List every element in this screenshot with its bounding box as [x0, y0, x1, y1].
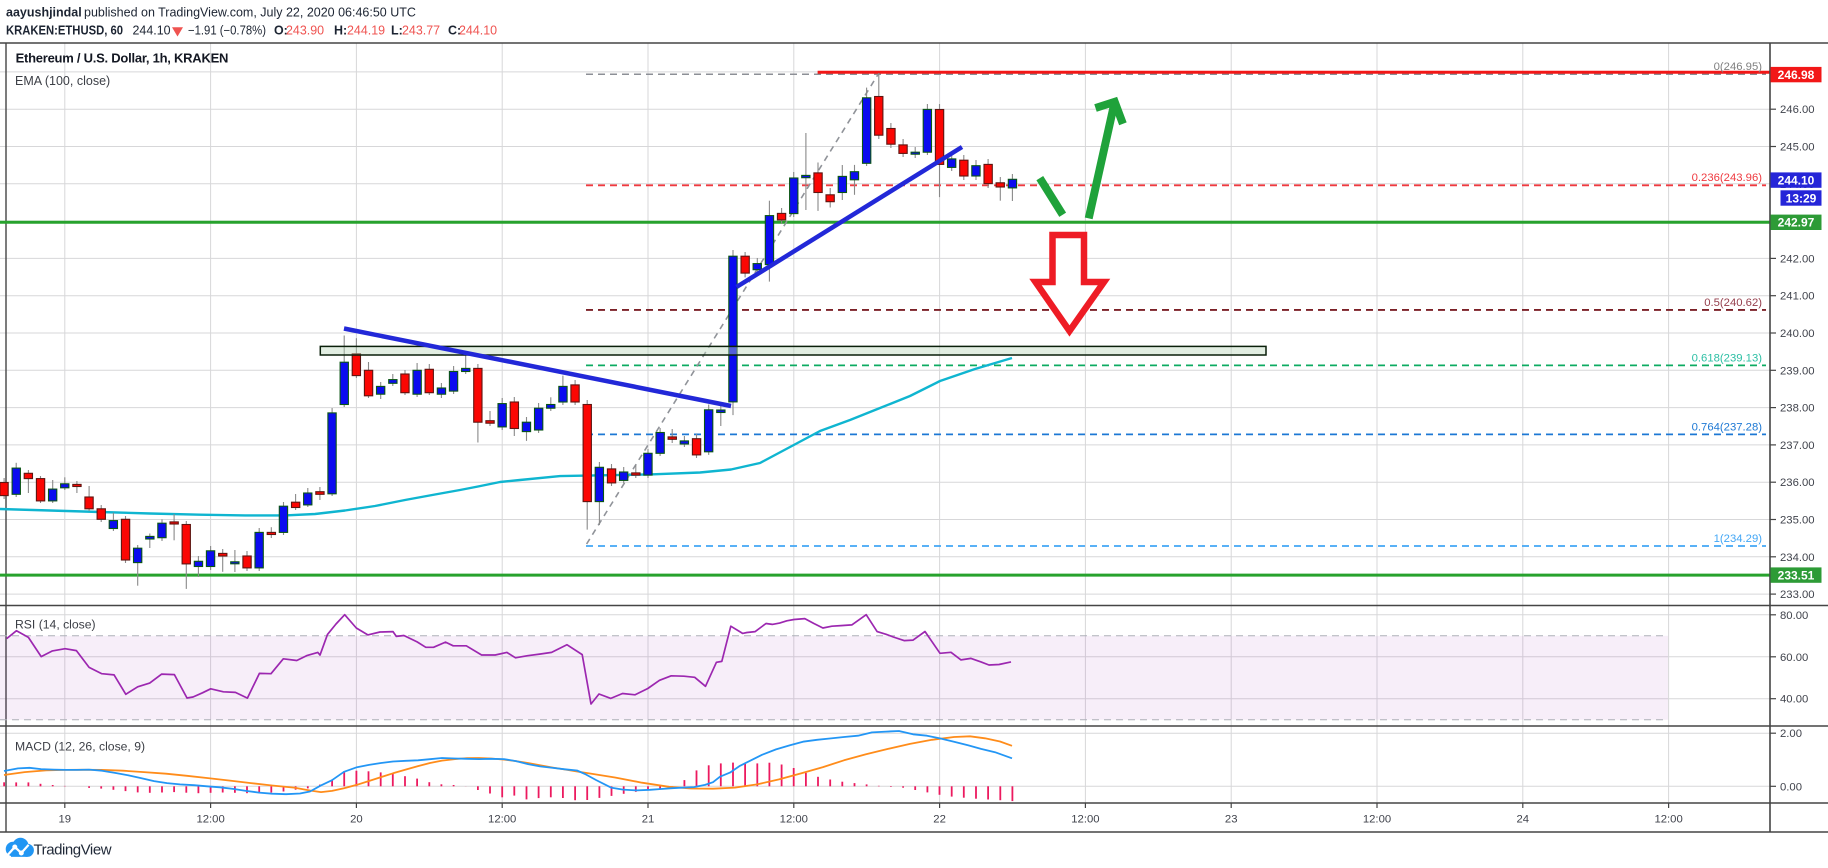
svg-text:O:: O: [274, 24, 288, 38]
svg-text:0.618(239.13): 0.618(239.13) [1692, 352, 1763, 364]
svg-text:24: 24 [1517, 814, 1530, 826]
svg-text:235.00: 235.00 [1780, 515, 1815, 527]
svg-text:40.00: 40.00 [1780, 694, 1808, 706]
svg-text:KRAKEN:ETHUSD, 60: KRAKEN:ETHUSD, 60 [6, 24, 123, 38]
svg-text:aayushjindal: aayushjindal [6, 6, 82, 20]
svg-text:H:: H: [334, 24, 347, 38]
svg-text:0.5(240.62): 0.5(240.62) [1704, 297, 1762, 309]
svg-text:244.19: 244.19 [347, 24, 385, 38]
svg-text:239.00: 239.00 [1780, 365, 1815, 377]
svg-text:242.97: 242.97 [1778, 216, 1815, 230]
svg-text:241.00: 241.00 [1780, 291, 1815, 303]
svg-text:246.98: 246.98 [1778, 68, 1815, 82]
svg-text:0.764(237.28): 0.764(237.28) [1692, 421, 1763, 433]
svg-text:0.00: 0.00 [1780, 781, 1802, 793]
svg-text:MACD (12, 26, close, 9): MACD (12, 26, close, 9) [15, 740, 145, 754]
svg-text:245.00: 245.00 [1780, 142, 1815, 154]
svg-text:L:: L: [391, 24, 403, 38]
svg-text:233.00: 233.00 [1780, 589, 1815, 601]
svg-text:234.00: 234.00 [1780, 552, 1815, 564]
svg-text:Ethereum / U.S. Dollar, 1h, KR: Ethereum / U.S. Dollar, 1h, KRAKEN [16, 51, 229, 66]
svg-text:233.51: 233.51 [1778, 568, 1815, 582]
svg-text:12:00: 12:00 [488, 814, 516, 826]
svg-text:RSI (14, close): RSI (14, close) [15, 618, 96, 632]
svg-text:TradingView: TradingView [34, 841, 112, 858]
svg-text:0.236(243.96): 0.236(243.96) [1692, 172, 1763, 184]
svg-text:12:00: 12:00 [780, 814, 808, 826]
svg-text:237.00: 237.00 [1780, 440, 1815, 452]
svg-text:80.00: 80.00 [1780, 610, 1808, 622]
svg-text:12:00: 12:00 [1363, 814, 1391, 826]
svg-text:12:00: 12:00 [196, 814, 224, 826]
svg-text:22: 22 [933, 814, 946, 826]
svg-text:23: 23 [1225, 814, 1238, 826]
svg-text:2.00: 2.00 [1780, 728, 1802, 740]
svg-text:−1.91 (−0.78%): −1.91 (−0.78%) [188, 24, 266, 38]
svg-text:13:29: 13:29 [1786, 191, 1817, 205]
svg-text:240.00: 240.00 [1780, 328, 1815, 340]
svg-text:published on TradingView.com,: published on TradingView.com, July 22, 2… [84, 6, 416, 20]
svg-text:244.10: 244.10 [1778, 173, 1815, 187]
svg-text:C:: C: [448, 24, 461, 38]
svg-text:20: 20 [350, 814, 363, 826]
svg-text:238.00: 238.00 [1780, 403, 1815, 415]
svg-text:236.00: 236.00 [1780, 477, 1815, 489]
svg-text:244.10: 244.10 [133, 24, 171, 38]
svg-text:1(234.29): 1(234.29) [1714, 533, 1763, 545]
svg-text:246.00: 246.00 [1780, 104, 1815, 116]
svg-text:21: 21 [642, 814, 655, 826]
svg-text:242.00: 242.00 [1780, 253, 1815, 265]
svg-text:60.00: 60.00 [1780, 652, 1808, 664]
svg-text:0(246.95): 0(246.95) [1714, 61, 1763, 73]
svg-text:19: 19 [59, 814, 72, 826]
svg-text:EMA (100, close): EMA (100, close) [15, 74, 110, 88]
svg-text:243.90: 243.90 [286, 24, 324, 38]
svg-text:12:00: 12:00 [1071, 814, 1099, 826]
svg-text:12:00: 12:00 [1654, 814, 1682, 826]
svg-text:244.10: 244.10 [459, 24, 497, 38]
svg-text:243.77: 243.77 [402, 24, 440, 38]
